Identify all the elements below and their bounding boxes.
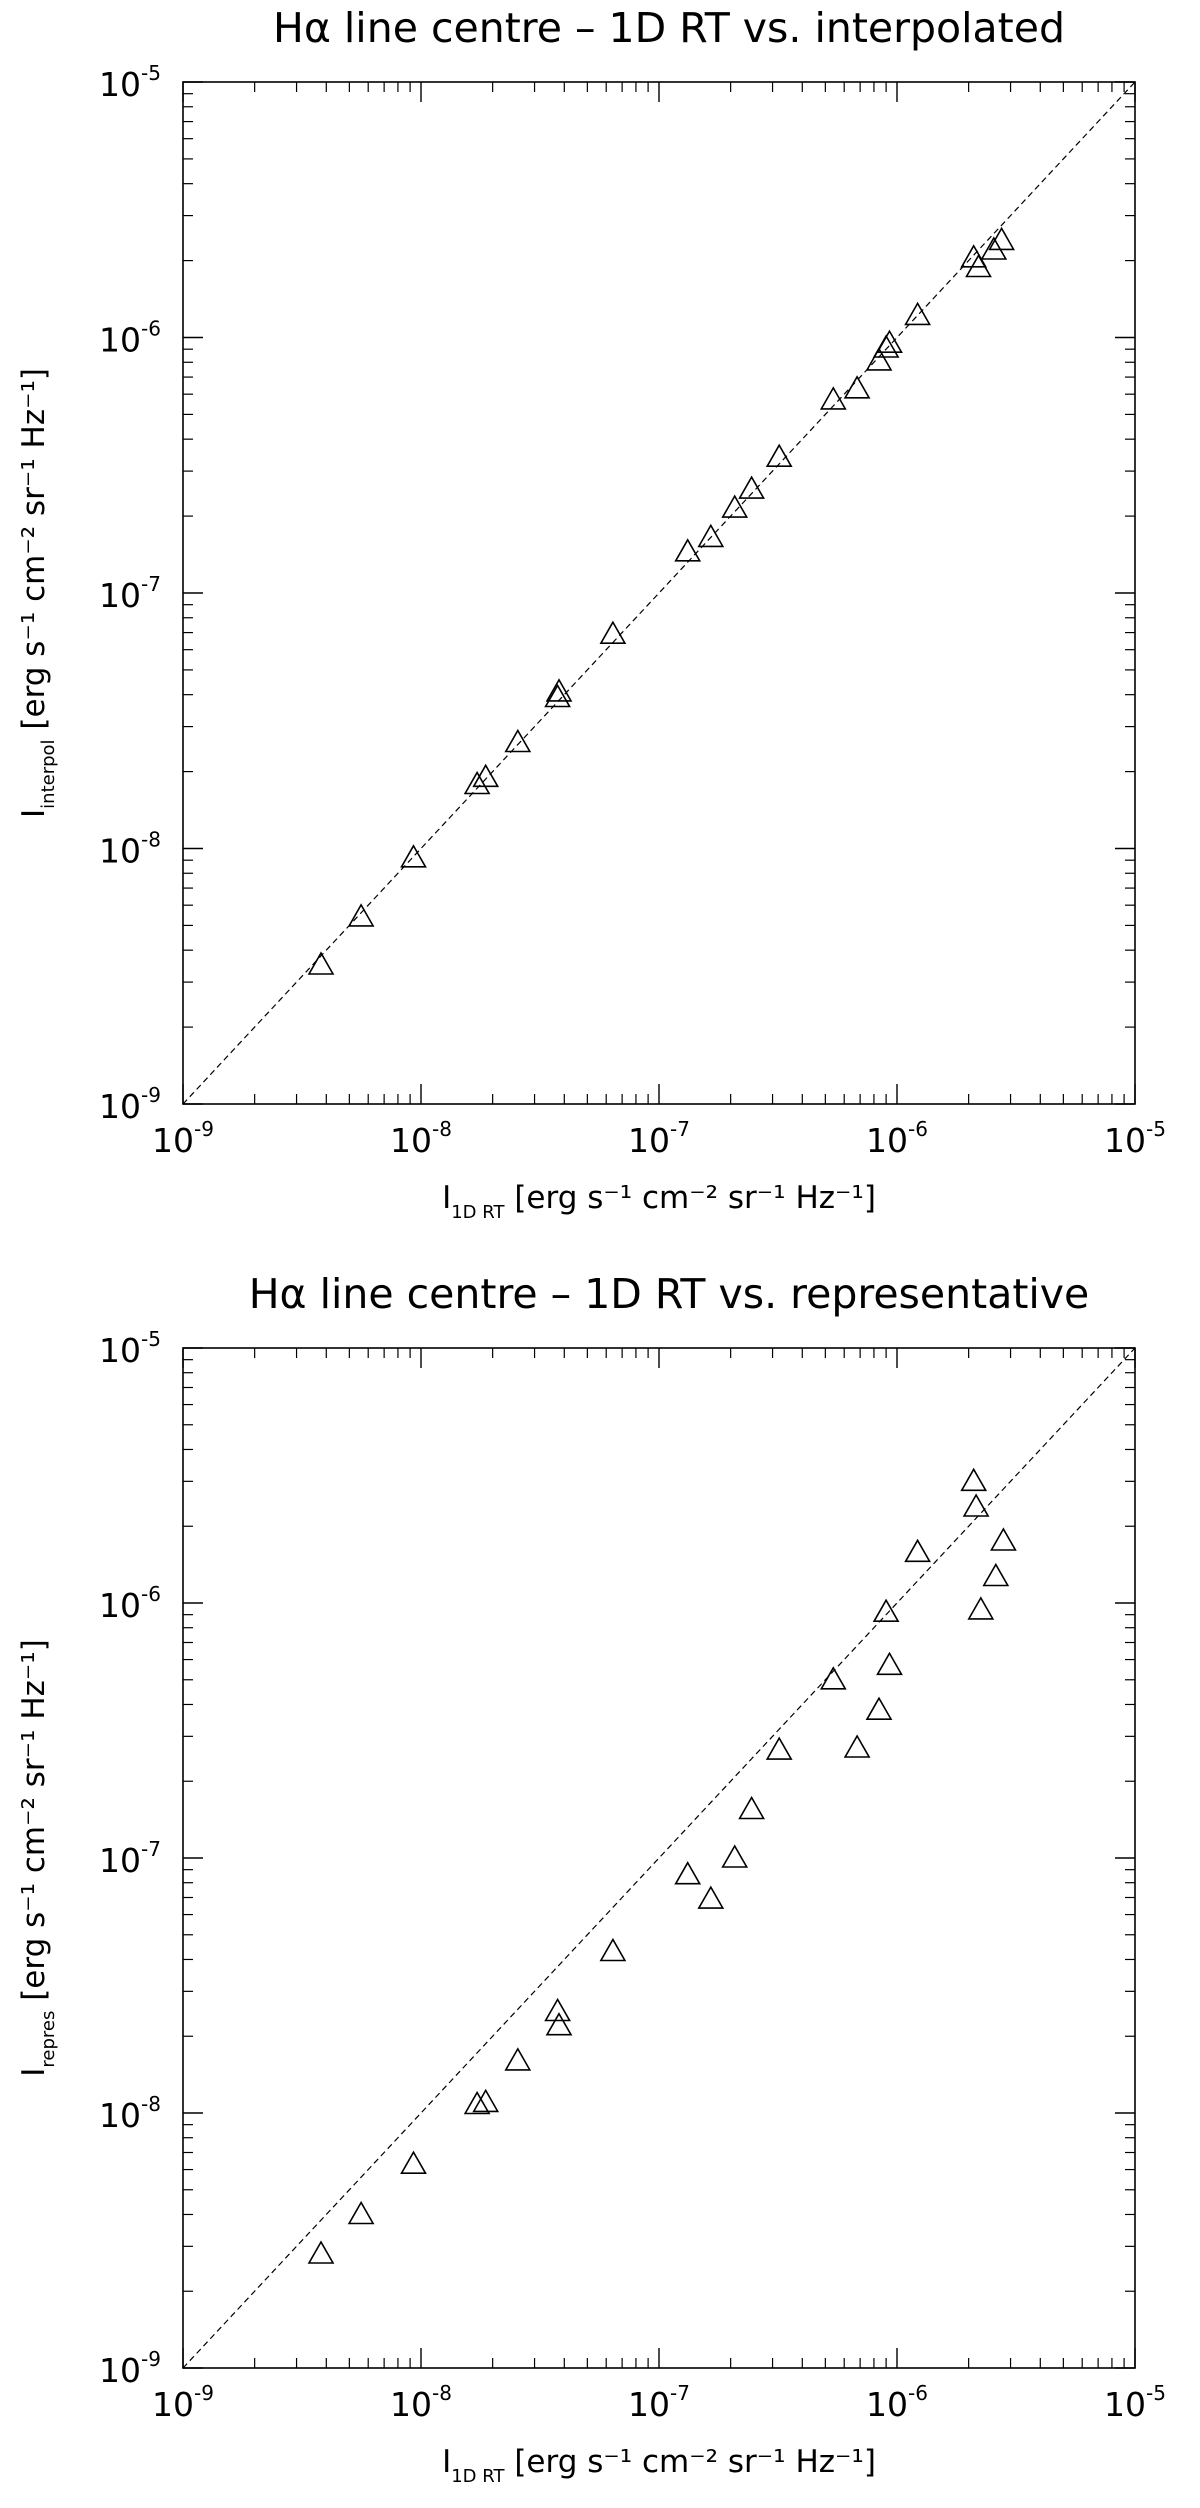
x-tick-label: 10-5 (1104, 2381, 1166, 2424)
y-tick-label: 10-6 (99, 1582, 161, 1625)
chart-panel-2: Hα line centre – 1D RT vs. representativ… (16, 1270, 1166, 2487)
data-point (982, 1562, 1010, 1587)
x-tick-label: 10-7 (628, 2381, 690, 2424)
data-point (472, 763, 500, 788)
data-point (865, 347, 893, 371)
data-point (463, 2090, 491, 2115)
x-axis-label: I1D RT [erg s⁻¹ cm⁻² sr⁻¹ Hz⁻¹] (442, 2444, 876, 2487)
y-tick-label: 10-5 (99, 61, 161, 104)
x-tick-label: 10-8 (390, 1117, 452, 1160)
data-point (472, 2088, 500, 2113)
data-point (544, 683, 571, 708)
data-point (545, 2012, 573, 2036)
chart-title: Hα line centre – 1D RT vs. representativ… (249, 1270, 1090, 1318)
data-point (545, 678, 573, 702)
data-point (876, 1651, 903, 1676)
y-tick-label: 10-9 (99, 1083, 161, 1126)
data-point (544, 1997, 571, 2022)
data-point (819, 1666, 847, 1690)
y-tick-label: 10-8 (99, 2092, 161, 2135)
data-point (904, 301, 931, 326)
data-point (738, 1795, 765, 1820)
y-tick-label: 10-6 (99, 317, 161, 360)
y-tick-label: 10-8 (99, 828, 161, 871)
data-point (400, 2150, 427, 2174)
y-tick-label: 10-5 (99, 1327, 161, 1370)
x-tick-label: 10-5 (1104, 1117, 1166, 1160)
reference-line (182, 81, 1136, 1105)
y-tick-label: 10-7 (99, 572, 161, 615)
data-point (980, 236, 1008, 260)
x-tick-label: 10-9 (152, 2381, 214, 2424)
y-tick-label: 10-9 (99, 2347, 161, 2390)
data-point (819, 386, 847, 410)
data-point (960, 1467, 988, 1492)
data-point (307, 2240, 335, 2264)
reference-line (182, 1347, 1136, 2369)
data-point (347, 2200, 375, 2225)
y-axis-label: Iinterpol [erg s⁻¹ cm⁻² sr⁻¹ Hz⁻¹] (16, 368, 59, 818)
data-point (504, 728, 532, 753)
data-point (347, 903, 375, 927)
data-point (904, 1538, 931, 1563)
data-point (697, 523, 725, 548)
data-point (765, 1736, 793, 1760)
data-point (721, 1844, 749, 1868)
data-point (463, 770, 491, 795)
chart-panel-1: Hα line centre – 1D RT vs. interpolated 1… (16, 4, 1166, 1223)
x-tick-label: 10-6 (866, 2381, 928, 2424)
x-axis-label: I1D RT [erg s⁻¹ cm⁻² sr⁻¹ Hz⁻¹] (442, 1180, 876, 1223)
y-tick-label: 10-7 (99, 1837, 161, 1880)
x-tick-label: 10-8 (390, 2381, 452, 2424)
data-point (990, 1527, 1017, 1551)
data-point (674, 1861, 702, 1885)
data-point (872, 1598, 900, 1622)
y-axis-label: Irepres [erg s⁻¹ cm⁻² sr⁻¹ Hz⁻¹] (16, 1639, 59, 2077)
data-point (599, 620, 627, 645)
data-point (843, 375, 871, 399)
x-tick-label: 10-6 (866, 1117, 928, 1160)
data-point (738, 475, 765, 499)
data-point (697, 1885, 725, 1909)
data-point (599, 1937, 627, 1962)
data-point (307, 951, 335, 975)
x-tick-label: 10-9 (152, 1117, 214, 1160)
data-point (967, 1596, 995, 1620)
data-point (965, 253, 992, 278)
data-point (721, 494, 749, 518)
data-point (962, 1493, 990, 1517)
data-point (400, 844, 427, 868)
x-tick-label: 10-7 (628, 1117, 690, 1160)
data-point (674, 538, 702, 562)
data-point (504, 2047, 532, 2071)
chart-title: Hα line centre – 1D RT vs. interpolated (273, 4, 1065, 52)
data-point (876, 329, 903, 354)
data-point (843, 1734, 871, 1758)
data-point (765, 443, 793, 468)
data-point (865, 1696, 893, 1720)
data-point (988, 226, 1015, 251)
